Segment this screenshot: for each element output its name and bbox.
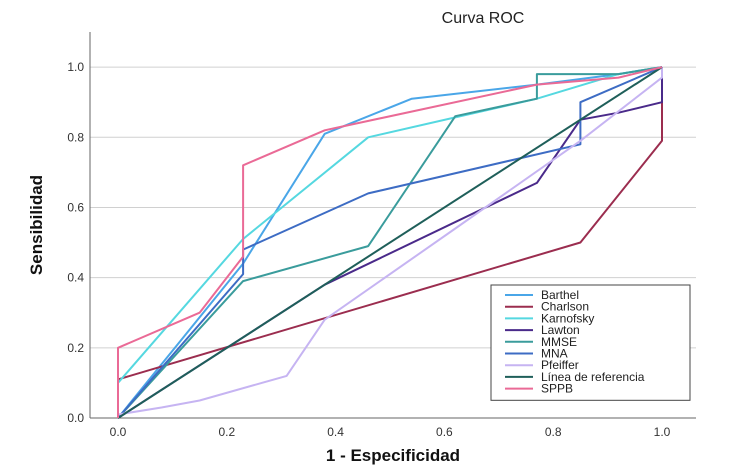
- y-axis-title: Sensibilidad: [27, 175, 46, 275]
- legend-label: Lawton: [541, 323, 580, 337]
- legend-label: Barthel: [541, 288, 579, 302]
- x-tick-label: 0.8: [545, 425, 562, 439]
- legend-label: MNA: [541, 347, 568, 361]
- x-tick-label: 0.0: [110, 425, 127, 439]
- x-tick-label: 1.0: [654, 425, 671, 439]
- series-line-mmse: [117, 66, 663, 419]
- legend-label: MMSE: [541, 335, 577, 349]
- series-line-l-nea-de-referencia: [117, 66, 663, 419]
- chart-title: Curva ROC: [442, 10, 525, 27]
- y-tick-label: 1.0: [67, 60, 84, 74]
- y-tick-label: 0.6: [67, 200, 84, 214]
- series-lines: [117, 66, 663, 419]
- x-axis-title: 1 - Especificidad: [326, 446, 460, 465]
- legend-label: Pfeiffer: [541, 358, 579, 372]
- legend-label: Karnofsky: [541, 311, 594, 325]
- x-tick-label: 0.6: [436, 425, 453, 439]
- x-tick-label: 0.4: [327, 425, 344, 439]
- y-tick-label: 0.2: [67, 341, 84, 355]
- y-tick-label: 0.0: [67, 411, 84, 425]
- legend: BarthelCharlsonKarnofskyLawtonMMSEMNAPfe…: [490, 284, 691, 401]
- series-line-mna: [117, 66, 663, 419]
- y-tick-label: 0.8: [67, 130, 84, 144]
- series-line-pfeiffer: [117, 67, 663, 418]
- legend-label: Charlson: [541, 300, 589, 314]
- legend-label: SPPB: [541, 382, 573, 396]
- axes: 0.0 0.2 0.4 0.6 0.8 1.0 0.0 0.2 0.4 0.6 0.8 1.0: [67, 32, 696, 439]
- x-tick-label: 0.2: [218, 425, 235, 439]
- series-line-sppb: [117, 66, 663, 418]
- y-tick-label: 0.4: [67, 271, 84, 285]
- legend-label: Línea de referencia: [541, 370, 645, 384]
